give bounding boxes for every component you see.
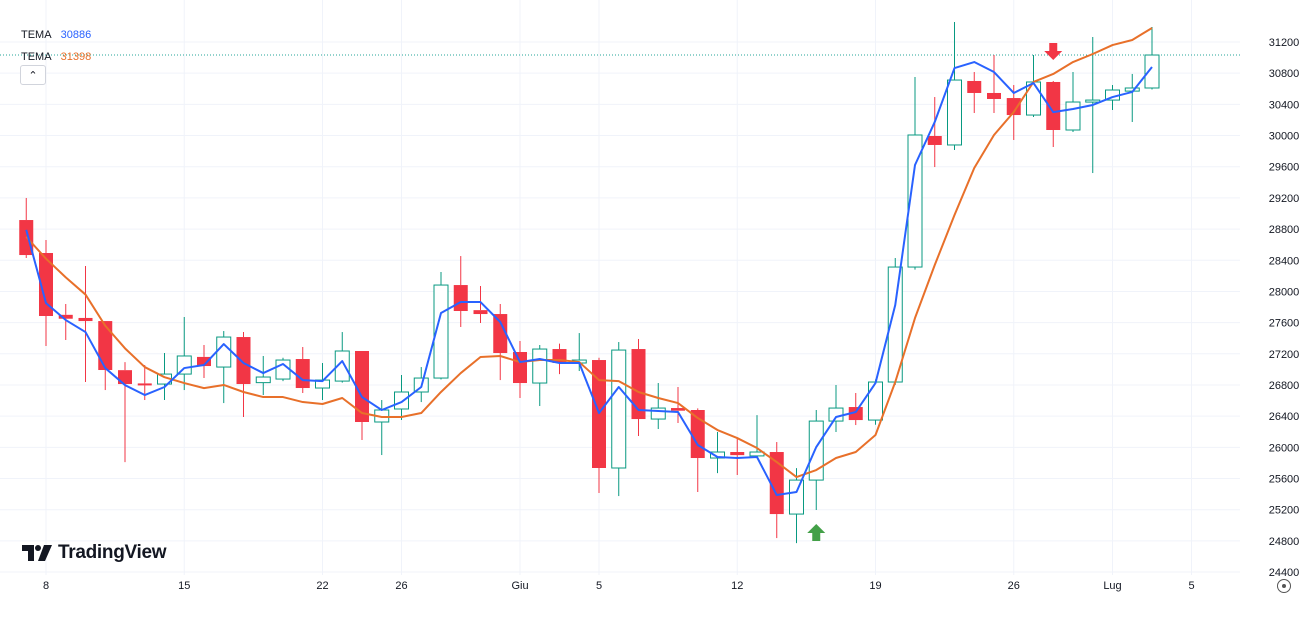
candle-down [236, 337, 251, 385]
y-tick-label: 28800 [1269, 224, 1300, 236]
x-tick-label: 12 [731, 580, 743, 592]
candle-down [453, 285, 468, 312]
tema-fast-line [25, 61, 1153, 497]
y-tick-label: 29200 [1269, 193, 1300, 205]
candle-down [197, 356, 211, 367]
x-tick-label: 26 [395, 580, 407, 592]
legend-label: TEMA [21, 29, 52, 41]
y-tick-label: 28400 [1269, 255, 1300, 267]
candle-down [730, 452, 745, 456]
candle-up [394, 391, 409, 410]
y-tick-label: 26800 [1269, 380, 1300, 392]
tema-slow-line [25, 27, 1153, 479]
candle-up [828, 407, 844, 422]
y-tick-label: 27600 [1269, 318, 1300, 330]
candle-down [493, 314, 508, 354]
y-tick-label: 29600 [1269, 162, 1300, 174]
candle-down [137, 383, 152, 386]
logo-text: TradingView [58, 542, 167, 563]
candle-down [473, 310, 488, 315]
legend-tema-slow[interactable]: TEMA 31398 [21, 46, 97, 68]
indicator-legend: TEMA 30886 TEMA 31398 [21, 24, 97, 68]
candle-up [176, 355, 192, 375]
candle-down [671, 408, 685, 411]
y-tick-label: 25200 [1269, 505, 1300, 517]
candle-down [39, 253, 53, 316]
candle-up [710, 451, 725, 459]
y-tick-label: 28000 [1269, 286, 1300, 298]
candle-down [295, 359, 310, 389]
candle-up [1085, 99, 1101, 103]
y-tick-label: 31200 [1269, 37, 1300, 49]
y-tick-label: 27200 [1269, 349, 1300, 361]
candle-down [927, 136, 942, 145]
candle-down [355, 350, 369, 423]
candle-up [275, 359, 291, 380]
y-tick-label: 24800 [1269, 536, 1300, 548]
candle-up [868, 381, 883, 421]
x-tick-label: 19 [869, 580, 881, 592]
x-tick-label: 26 [1008, 580, 1020, 592]
x-tick-label: Lug [1103, 580, 1121, 592]
y-tick-label: 30800 [1269, 68, 1300, 80]
legend-value: 30886 [60, 29, 92, 41]
y-tick-label: 24400 [1269, 567, 1300, 579]
candle-up [611, 349, 627, 469]
candle-up [789, 479, 804, 515]
candle-up [808, 420, 824, 481]
candle-up [255, 376, 271, 384]
arrow-down-icon [1044, 42, 1063, 60]
candle-down [513, 352, 527, 384]
candle-down [631, 349, 646, 420]
candle-down [987, 92, 1001, 99]
candle-down [769, 452, 784, 515]
y-tick-label: 26000 [1269, 442, 1300, 454]
x-tick-label: 8 [43, 580, 49, 592]
y-tick-label: 25600 [1269, 474, 1300, 486]
tradingview-logo-icon [22, 545, 52, 561]
candle-up [907, 134, 923, 268]
x-tick-label: 5 [1188, 580, 1194, 592]
candle-down [848, 407, 863, 421]
candle-up [1065, 101, 1081, 131]
y-tick-label: 26400 [1269, 411, 1300, 423]
x-tick-label: Giu [511, 580, 528, 592]
collapse-legend-button[interactable]: ⌃ [20, 65, 46, 85]
y-tick-label: 30000 [1269, 131, 1300, 143]
candle-down [118, 370, 132, 385]
candle-up [216, 336, 232, 368]
eye-icon[interactable] [1277, 579, 1291, 593]
x-tick-label: 5 [596, 580, 602, 592]
candle-up [650, 407, 666, 420]
tradingview-logo[interactable]: TradingView [22, 542, 167, 564]
candle-down [1046, 81, 1061, 131]
candle-down [967, 80, 982, 93]
candle-down [78, 317, 93, 322]
candle-down [58, 314, 73, 319]
chevron-up-icon: ⌃ [28, 70, 38, 82]
candle-up [1026, 81, 1041, 116]
arrow-up-icon [807, 524, 826, 542]
candle-up [532, 348, 548, 384]
candle-down [98, 321, 113, 371]
legend-tema-fast[interactable]: TEMA 30886 [21, 24, 97, 46]
candle-up [947, 79, 962, 146]
candle-up [1144, 54, 1160, 89]
y-tick-label: 30400 [1269, 99, 1300, 111]
x-tick-label: 22 [316, 580, 328, 592]
candle-up [433, 284, 449, 379]
legend-value: 31398 [60, 51, 92, 63]
candle-up [334, 350, 350, 382]
candle-down [1006, 98, 1021, 116]
legend-label: TEMA [21, 51, 52, 63]
x-tick-label: 15 [178, 580, 190, 592]
